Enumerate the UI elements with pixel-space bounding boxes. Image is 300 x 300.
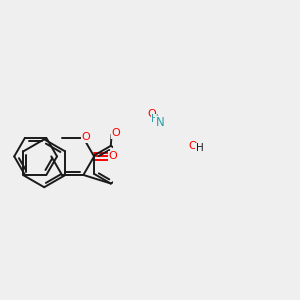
Text: H: H xyxy=(152,114,159,124)
Text: O: O xyxy=(82,132,90,142)
Polygon shape xyxy=(164,123,172,128)
Text: H: H xyxy=(196,143,204,153)
Text: O: O xyxy=(109,152,117,161)
Text: O: O xyxy=(189,141,197,151)
Text: O: O xyxy=(112,128,120,138)
Text: N: N xyxy=(156,116,165,129)
Text: O: O xyxy=(148,109,156,119)
